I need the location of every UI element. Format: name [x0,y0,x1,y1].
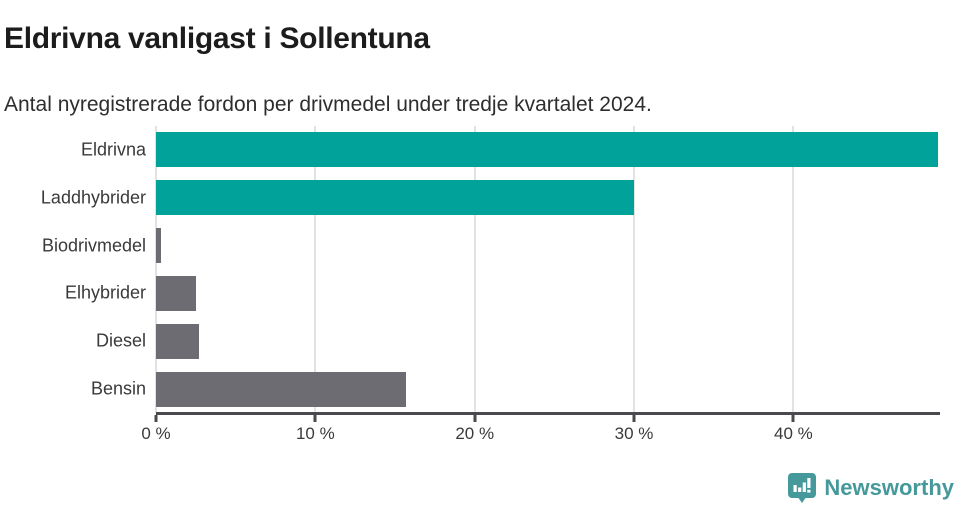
x-tick-mark [473,415,477,422]
category-label-bensin: Bensin [90,378,146,399]
gridline [473,126,476,413]
x-tick-mark [791,415,795,422]
x-tick-mark [313,415,317,422]
bar-eldrivna [156,132,939,168]
category-label-elhybrider: Elhybrider [64,282,146,303]
x-tick-label: 20 % [455,424,495,443]
gridline [792,126,795,413]
x-axis-line [156,412,940,415]
chart-subtitle: Antal nyregistrerade fordon per drivmede… [4,93,652,116]
x-tick-label: 30 % [614,424,654,443]
category-label-biodrivmedel: Biodrivmedel [41,235,146,256]
bar-biodrivmedel [156,228,161,264]
bar-chart-speech-bubble-icon [788,473,817,503]
gridline [633,126,636,413]
x-tick-label: 0 % [141,424,171,443]
bar-laddhybrider [156,180,635,216]
plot-area [155,126,940,413]
chart-title: Eldrivna vanligast i Sollentuna [4,22,430,56]
newsworthy-logo-text: Newsworthy [824,475,954,500]
category-label-laddhybrider: Laddhybrider [40,187,146,208]
gridline [314,126,317,413]
newsworthy-logo: Newsworthy [788,473,954,503]
bar-diesel [156,323,200,359]
category-label-eldrivna: Eldrivna [80,139,146,160]
bar-elhybrider [156,275,196,311]
bar-bensin [156,371,407,407]
x-tick-label: 10 % [295,424,335,443]
x-tick-mark [154,415,158,422]
category-label-diesel: Diesel [95,330,146,351]
gridline [155,126,157,413]
x-tick-label: 40 % [774,424,813,443]
x-tick-mark [632,415,636,422]
category-labels: Eldrivna Laddhybrider Biodrivmedel Elhybrid… [0,126,146,413]
